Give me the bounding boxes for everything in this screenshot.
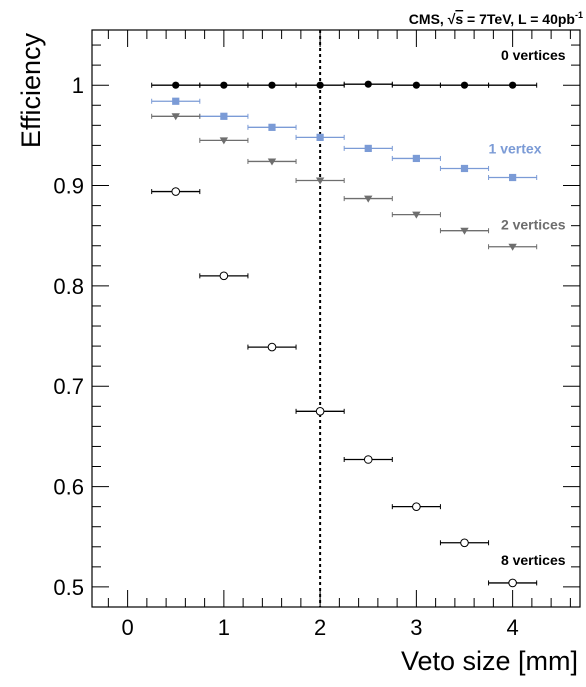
data-point-2-vertices <box>391 211 441 219</box>
marker-filled-square <box>172 97 180 105</box>
data-point-8-vertices <box>247 342 297 352</box>
series-label-0-vertices: 0 vertices <box>501 47 566 63</box>
data-point-1-vertex <box>151 97 201 105</box>
marker-filled-square <box>316 133 324 141</box>
y-tick-label: 0.5 <box>53 575 84 600</box>
experiment-header: CMS, √s = 7TeV, L = 40pb-1 <box>409 10 583 27</box>
marker-filled-circle <box>172 81 180 89</box>
x-tick-label: 3 <box>410 615 422 640</box>
marker-filled-circle <box>316 81 324 89</box>
data-point-2-vertices <box>488 243 538 251</box>
data-point-8-vertices <box>439 538 490 548</box>
marker-filled-square <box>220 112 228 120</box>
marker-triangle-down <box>171 113 180 121</box>
marker-filled-square <box>364 144 372 153</box>
marker-filled-square <box>412 154 420 163</box>
marker-filled-square <box>509 173 517 182</box>
marker-triangle-down <box>364 195 373 203</box>
sqrt-sign: √ <box>448 11 456 27</box>
series-label-2-vertices: 2 vertices <box>501 217 566 233</box>
y-tick-label: 0.9 <box>53 174 84 199</box>
data-point-1-vertex <box>247 123 297 131</box>
header-s-variable: s <box>455 11 463 27</box>
marker-triangle-down <box>460 227 469 235</box>
marker-filled-circle <box>509 81 517 89</box>
data-point-8-vertices <box>343 455 393 464</box>
data-point-0-vertices <box>247 81 297 89</box>
data-point-2-vertices <box>247 158 297 166</box>
x-tick-label: 4 <box>506 615 518 640</box>
header-energy-lumi: = 7TeV, L = 40pb <box>463 11 575 27</box>
series-labels-layer: 0 vertices 1 vertex 2 vertices 8 vertices <box>489 47 566 568</box>
marker-filled-circle <box>364 80 372 88</box>
plot-frame-layer <box>91 29 581 608</box>
data-point-1-vertex <box>439 164 490 173</box>
marker-open-circle <box>363 455 373 464</box>
marker-filled-circle <box>460 81 469 89</box>
y-tick-label: 1 <box>72 73 84 98</box>
marker-filled-square <box>460 164 469 173</box>
data-point-2-vertices <box>295 177 345 185</box>
header-exponent: -1 <box>575 10 583 20</box>
marker-triangle-down <box>508 243 517 251</box>
data-point-1-vertex <box>488 173 538 182</box>
marker-open-circle <box>508 578 517 588</box>
data-point-8-vertices <box>295 407 345 416</box>
series-label-8-vertices: 8 vertices <box>501 552 566 568</box>
marker-triangle-down <box>412 211 421 219</box>
data-point-0-vertices <box>199 81 249 89</box>
data-point-0-vertices <box>151 81 201 89</box>
data-point-8-vertices <box>199 271 249 281</box>
data-point-1-vertex <box>199 112 249 120</box>
data-point-2-vertices <box>439 227 490 235</box>
marker-triangle-down <box>219 137 229 145</box>
data-point-0-vertices <box>295 81 345 89</box>
x-tick-label: 2 <box>314 615 326 640</box>
marker-open-circle <box>315 407 325 416</box>
data-point-8-vertices <box>151 187 201 196</box>
data-point-0-vertices <box>439 81 490 89</box>
y-tick-label: 0.7 <box>53 374 84 399</box>
data-point-8-vertices <box>391 502 441 511</box>
data-point-2-vertices <box>343 195 393 203</box>
data-marks-layer <box>151 80 538 588</box>
y-tick-label: 0.6 <box>53 475 84 500</box>
data-point-0-vertices <box>391 81 441 89</box>
marker-triangle-down <box>267 158 277 166</box>
marker-filled-circle <box>412 81 420 89</box>
data-point-1-vertex <box>343 144 393 153</box>
x-axis-title: Veto size [mm] <box>401 646 578 676</box>
marker-filled-circle <box>220 81 228 89</box>
y-axis-title: Efficiency <box>16 33 46 149</box>
marker-open-circle <box>267 342 277 352</box>
marker-filled-circle <box>268 81 276 89</box>
x-tick-label: 1 <box>218 615 230 640</box>
x-tick-label: 0 <box>121 615 133 640</box>
data-point-1-vertex <box>391 154 441 163</box>
data-point-2-vertices <box>151 113 201 121</box>
plot-frame <box>91 29 581 608</box>
data-point-2-vertices <box>199 137 249 145</box>
marker-open-circle <box>412 502 421 511</box>
data-point-0-vertices <box>488 81 538 89</box>
marker-open-circle <box>219 271 229 281</box>
data-point-0-vertices <box>343 80 393 88</box>
series-label-1-vertex: 1 vertex <box>489 140 542 156</box>
marker-open-circle <box>171 187 181 196</box>
marker-open-circle <box>460 538 469 548</box>
data-point-8-vertices <box>488 578 538 588</box>
header-prefix: CMS, <box>409 11 448 27</box>
marker-filled-square <box>268 123 276 131</box>
axis-ticks-layer <box>92 30 580 608</box>
y-tick-label: 0.8 <box>53 274 84 299</box>
data-point-1-vertex <box>295 133 345 141</box>
tick-labels-layer: 0 1 2 3 4 0.5 0.6 0.7 0.8 0.9 1 <box>53 73 518 640</box>
marker-triangle-down <box>315 177 325 185</box>
